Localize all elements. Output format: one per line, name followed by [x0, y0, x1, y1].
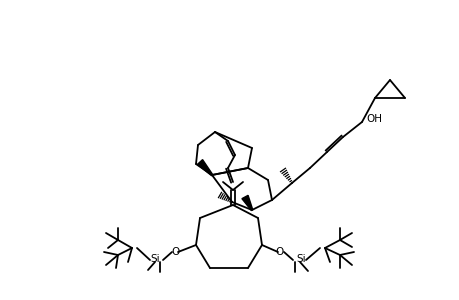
Text: O: O [275, 247, 284, 257]
Polygon shape [197, 160, 212, 176]
Text: Si: Si [150, 254, 159, 264]
Polygon shape [241, 195, 252, 210]
Text: Si: Si [296, 254, 305, 264]
Text: OH: OH [365, 114, 381, 124]
Text: O: O [172, 247, 180, 257]
